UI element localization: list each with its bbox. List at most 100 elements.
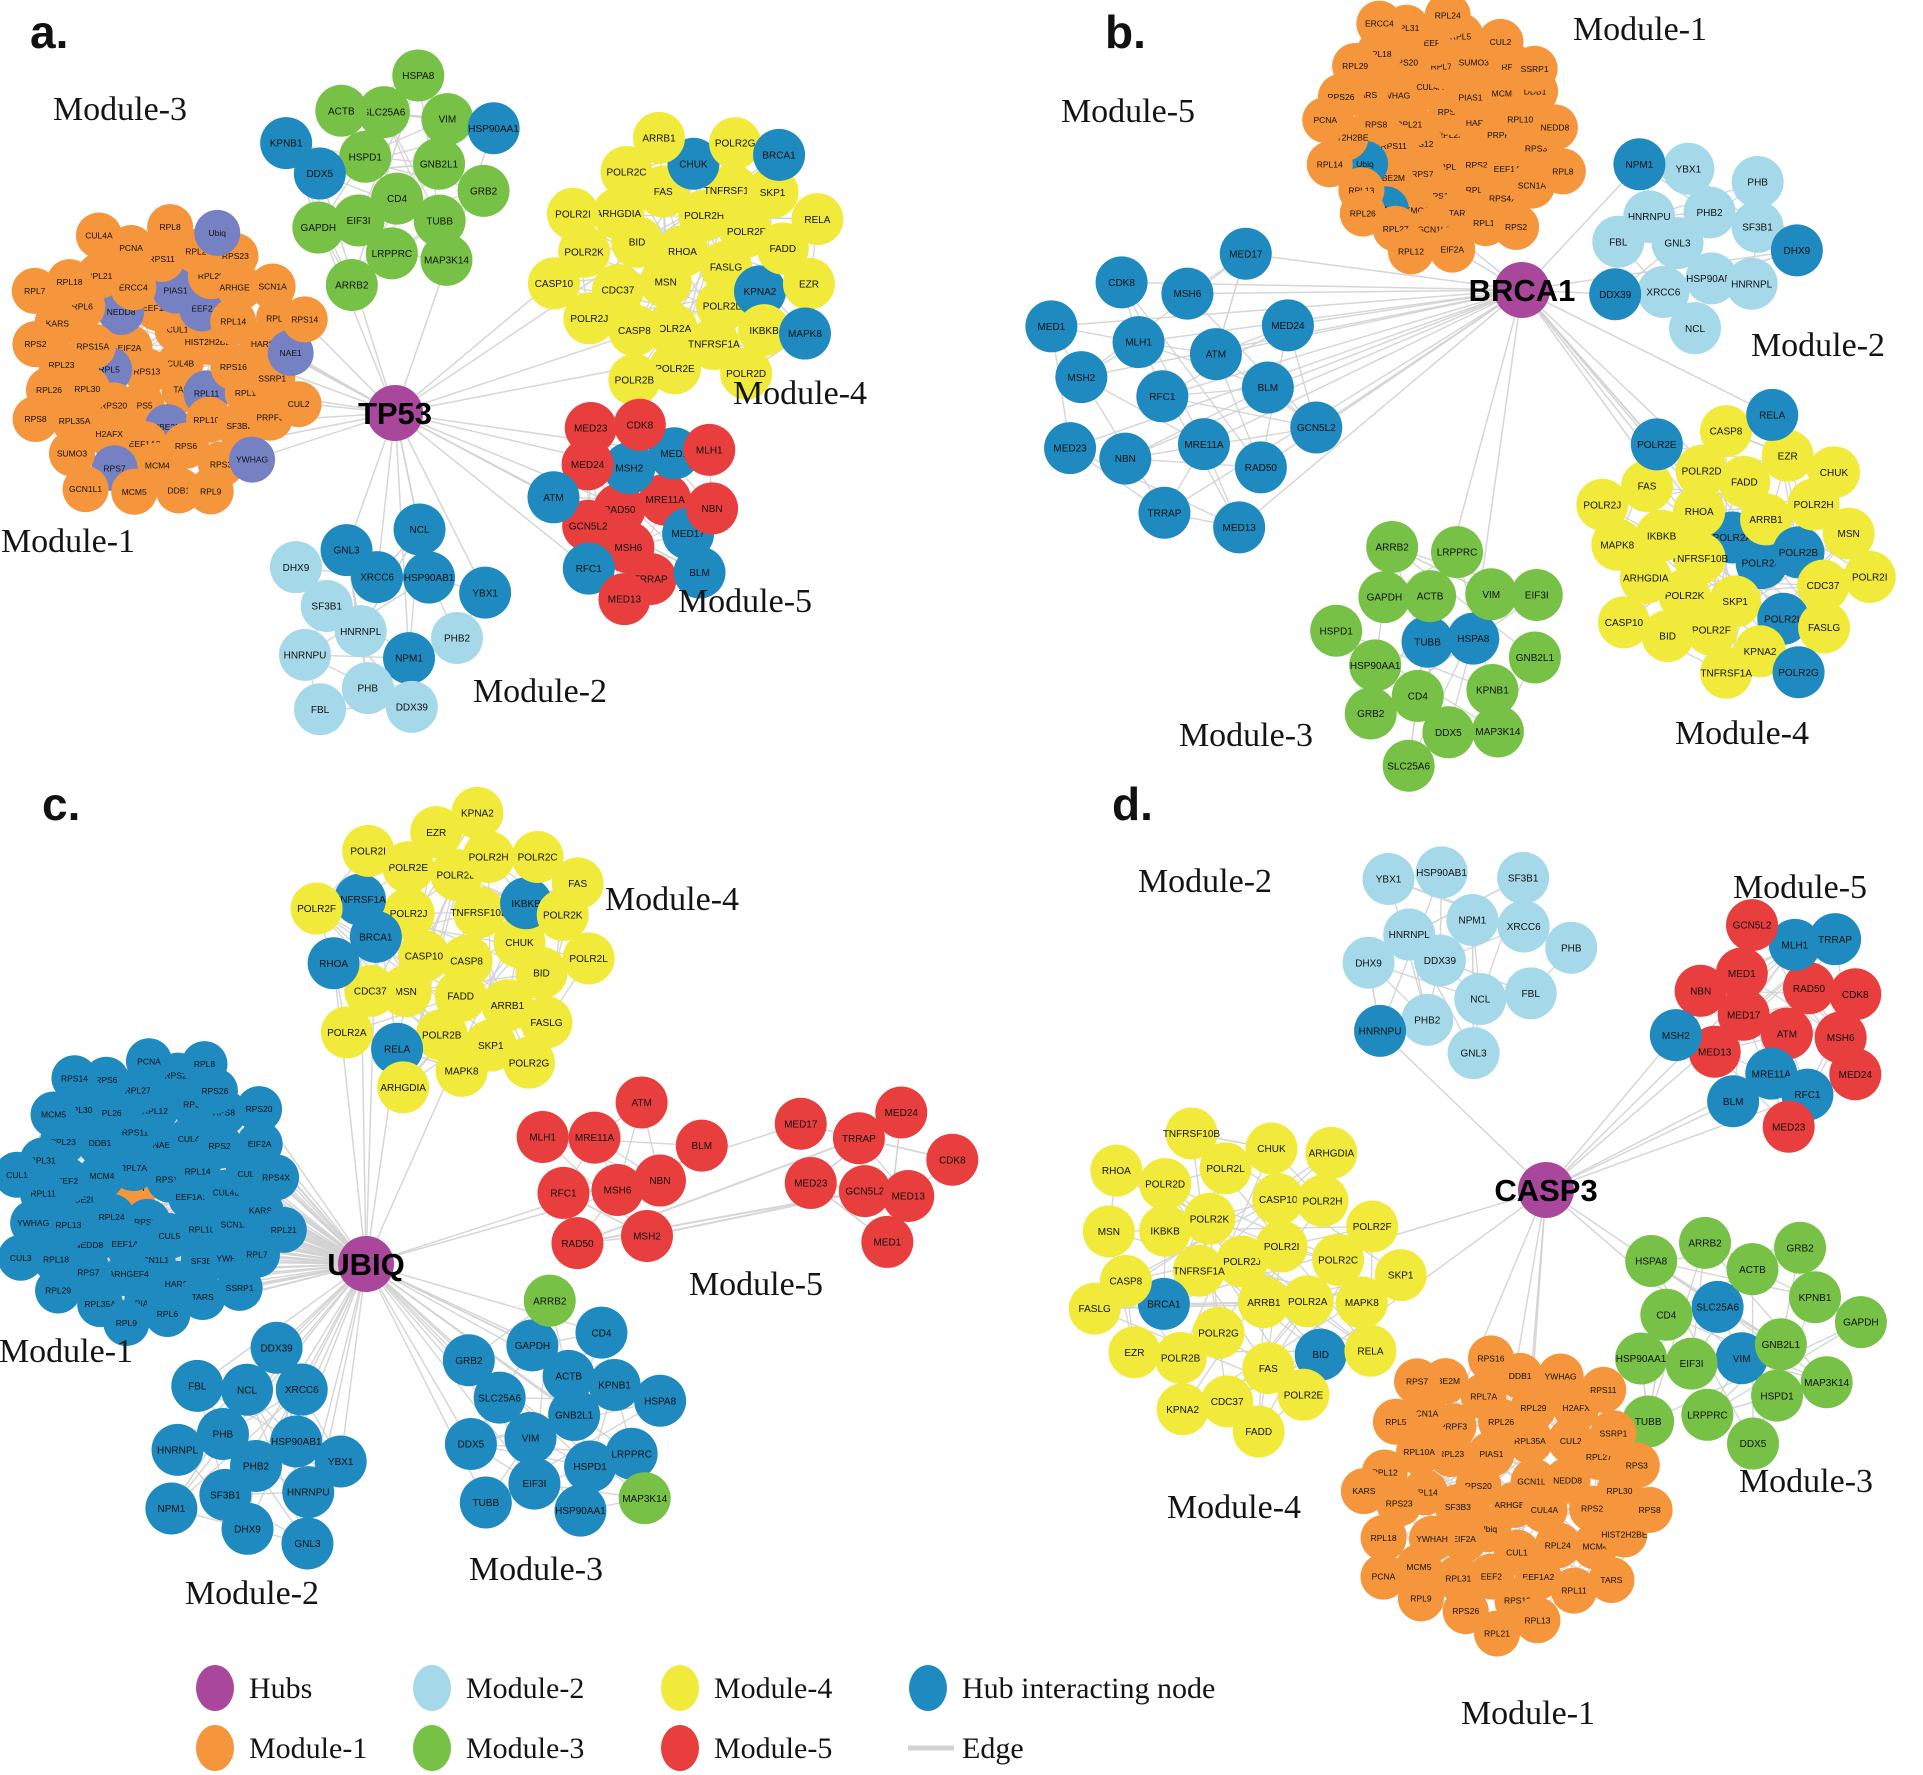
node-CASP8[interactable] bbox=[608, 304, 661, 357]
node-KPNB1[interactable] bbox=[1789, 1271, 1842, 1324]
node-IKBKB[interactable] bbox=[1635, 509, 1688, 562]
node-RPL12[interactable] bbox=[1387, 228, 1434, 275]
hub-node-UBIQ[interactable] bbox=[338, 1236, 394, 1292]
node-CASP8[interactable] bbox=[1699, 405, 1752, 458]
node-TNFRSF1A[interactable] bbox=[1700, 646, 1753, 699]
node-POLR2F[interactable] bbox=[290, 882, 343, 935]
node-POLR2G[interactable] bbox=[1192, 1306, 1245, 1359]
node-NPM1[interactable] bbox=[1613, 138, 1666, 191]
node-BRCA1[interactable] bbox=[1137, 1277, 1190, 1330]
node-YBX1[interactable] bbox=[1662, 142, 1715, 195]
node-TARS[interactable] bbox=[179, 1274, 226, 1321]
node-HNRNPL[interactable] bbox=[1725, 257, 1778, 310]
node-RPL9[interactable] bbox=[1397, 1575, 1444, 1622]
node-CASP10[interactable] bbox=[1597, 596, 1650, 649]
node-NEDD8[interactable] bbox=[1531, 104, 1578, 151]
node-CUL3[interactable] bbox=[0, 1234, 44, 1281]
node-RPS3[interactable] bbox=[1613, 1442, 1660, 1489]
node-BID[interactable] bbox=[1294, 1328, 1347, 1381]
node-CHUK[interactable] bbox=[1245, 1122, 1298, 1175]
node-RELA[interactable] bbox=[791, 193, 844, 246]
node-MAP3K14[interactable] bbox=[420, 233, 473, 286]
node-HSPD1[interactable] bbox=[1751, 1369, 1804, 1422]
node-FBL[interactable] bbox=[171, 1359, 224, 1412]
node-DDX5[interactable] bbox=[1422, 706, 1475, 759]
node-YWHAG[interactable] bbox=[10, 1200, 57, 1247]
node-RPS16[interactable] bbox=[1467, 1335, 1514, 1382]
node-NBN[interactable] bbox=[686, 482, 739, 535]
node-ARRB1[interactable] bbox=[632, 111, 685, 164]
node-MED23[interactable] bbox=[1762, 1100, 1815, 1153]
node-MED13[interactable] bbox=[598, 573, 651, 626]
node-DHX9[interactable] bbox=[221, 1502, 274, 1555]
node-POLR2G[interactable] bbox=[503, 1036, 556, 1089]
node-ARRB2[interactable] bbox=[1679, 1216, 1732, 1269]
node-MED23[interactable] bbox=[1044, 422, 1097, 475]
node-FADD[interactable] bbox=[434, 969, 487, 1022]
node-POLR2H[interactable] bbox=[1296, 1174, 1349, 1227]
node-BRCA1[interactable] bbox=[753, 128, 806, 181]
node-PHB[interactable] bbox=[1731, 155, 1784, 208]
node-GRB2[interactable] bbox=[442, 1334, 495, 1387]
node-MED23[interactable] bbox=[564, 401, 617, 454]
node-ARRB2[interactable] bbox=[325, 258, 378, 311]
node-CD4[interactable] bbox=[371, 172, 424, 225]
node-ATM[interactable] bbox=[1189, 328, 1242, 381]
node-MSH2[interactable] bbox=[1649, 1009, 1702, 1062]
node-RPL18[interactable] bbox=[46, 259, 93, 306]
node-MSH2[interactable] bbox=[603, 441, 656, 494]
node-VIM[interactable] bbox=[1465, 568, 1518, 621]
node-RPL13[interactable] bbox=[45, 1201, 92, 1248]
node-EZR[interactable] bbox=[410, 806, 463, 859]
node-CDK8[interactable] bbox=[613, 398, 666, 451]
node-EZR[interactable] bbox=[782, 257, 835, 310]
node-POLR2A[interactable] bbox=[320, 1006, 373, 1059]
node-KPNB1[interactable] bbox=[1466, 663, 1519, 716]
node-MED13[interactable] bbox=[1688, 1025, 1741, 1078]
node-PHB2[interactable] bbox=[1401, 993, 1454, 1046]
node-PCNA[interactable] bbox=[1360, 1553, 1407, 1600]
node-HSPD1[interactable] bbox=[1310, 604, 1363, 657]
node-MAPK8[interactable] bbox=[435, 1044, 488, 1097]
node-PHB2[interactable] bbox=[1683, 186, 1736, 239]
node-MAPK8[interactable] bbox=[778, 307, 831, 360]
node-RPL29[interactable] bbox=[35, 1267, 82, 1314]
node-HSP90AA1[interactable] bbox=[1615, 1332, 1668, 1385]
node-RELA[interactable] bbox=[1344, 1324, 1397, 1377]
node-ATM[interactable] bbox=[1760, 1007, 1813, 1060]
node-MED17[interactable] bbox=[774, 1097, 827, 1150]
node-HSP90AB1[interactable] bbox=[1685, 252, 1738, 305]
node-MAP3K14[interactable] bbox=[618, 1472, 671, 1525]
node-MED1[interactable] bbox=[1715, 947, 1768, 1000]
node-POLR2J[interactable] bbox=[1216, 1235, 1269, 1288]
node-XRCC6[interactable] bbox=[1637, 265, 1690, 318]
node-GCN1L1[interactable] bbox=[62, 466, 109, 513]
node-NCL[interactable] bbox=[1454, 973, 1507, 1026]
node-EZR[interactable] bbox=[1108, 1326, 1161, 1379]
node-MED13[interactable] bbox=[882, 1170, 935, 1223]
node-GAPDH[interactable] bbox=[1834, 1296, 1887, 1349]
node-IKBKB[interactable] bbox=[1139, 1204, 1192, 1257]
node-RPS2[interactable] bbox=[12, 321, 59, 368]
node-FASLG[interactable] bbox=[1798, 601, 1851, 654]
node-FBL[interactable] bbox=[294, 683, 347, 736]
node-GNL3[interactable] bbox=[281, 1517, 334, 1570]
node-MED13[interactable] bbox=[1213, 501, 1266, 554]
node-MLH1[interactable] bbox=[1768, 918, 1821, 971]
node-PCNA[interactable] bbox=[1302, 97, 1349, 144]
node-RPS7[interactable] bbox=[1394, 1358, 1441, 1405]
node-RFC1[interactable] bbox=[537, 1166, 590, 1219]
node-GCN5L2[interactable] bbox=[838, 1165, 891, 1218]
node-RFC1[interactable] bbox=[562, 542, 615, 595]
node-Ubiq[interactable] bbox=[194, 209, 241, 256]
node-MLH1[interactable] bbox=[683, 423, 736, 476]
node-POLR2F[interactable] bbox=[1685, 603, 1738, 656]
node-LRPPRC[interactable] bbox=[365, 227, 418, 280]
node-POLR2C[interactable] bbox=[600, 145, 653, 198]
node-YBX1[interactable] bbox=[314, 1435, 367, 1488]
node-SKP1[interactable] bbox=[1374, 1249, 1427, 1302]
node-SLC25A6[interactable] bbox=[357, 86, 410, 139]
node-CD4[interactable] bbox=[1640, 1288, 1693, 1341]
node-PHB2[interactable] bbox=[431, 611, 484, 664]
node-TNFRSF10B[interactable] bbox=[453, 886, 506, 939]
